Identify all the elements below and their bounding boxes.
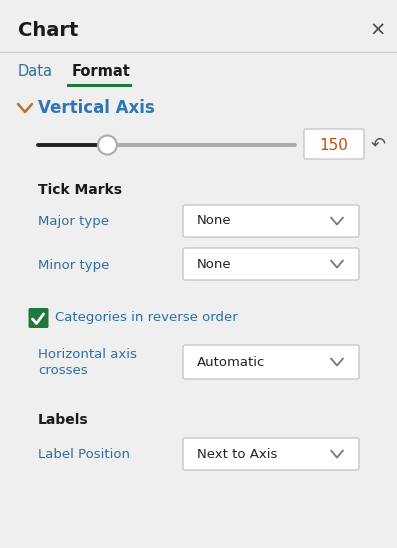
Text: Tick Marks: Tick Marks	[38, 183, 122, 197]
Text: Format: Format	[72, 65, 131, 79]
Text: Vertical Axis: Vertical Axis	[38, 99, 155, 117]
Text: Automatic: Automatic	[197, 356, 265, 368]
Text: Minor type: Minor type	[38, 259, 110, 271]
Text: ×: ×	[370, 20, 386, 39]
Text: Horizontal axis: Horizontal axis	[38, 349, 137, 362]
Text: crosses: crosses	[38, 364, 88, 378]
Text: Categories in reverse order: Categories in reverse order	[55, 311, 238, 324]
Text: ↶: ↶	[370, 136, 385, 154]
Text: None: None	[197, 214, 231, 227]
FancyBboxPatch shape	[304, 129, 364, 159]
Text: Major type: Major type	[38, 215, 109, 229]
Text: Next to Axis: Next to Axis	[197, 448, 278, 460]
Circle shape	[98, 135, 117, 155]
FancyBboxPatch shape	[183, 438, 359, 470]
FancyBboxPatch shape	[183, 205, 359, 237]
FancyBboxPatch shape	[183, 345, 359, 379]
Text: Labels: Labels	[38, 413, 89, 427]
Text: 150: 150	[320, 138, 349, 152]
FancyBboxPatch shape	[183, 248, 359, 280]
Text: Data: Data	[18, 65, 53, 79]
Text: Label Position: Label Position	[38, 448, 130, 461]
Text: None: None	[197, 258, 231, 271]
Text: Chart: Chart	[18, 20, 78, 39]
FancyBboxPatch shape	[29, 308, 48, 328]
